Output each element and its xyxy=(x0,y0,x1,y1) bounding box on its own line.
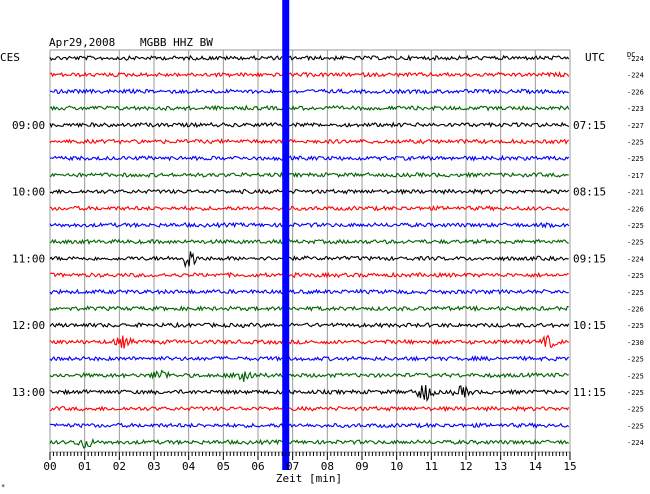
dc-offset-label: -226 xyxy=(627,306,644,314)
x-tick-label: 03 xyxy=(147,460,160,473)
trace-row-3 xyxy=(49,104,570,112)
dc-offset-label: -225 xyxy=(627,139,644,147)
dc-offset-label: -224 xyxy=(627,55,644,63)
x-tick-label: 06 xyxy=(251,460,264,473)
left-time-labels: 09:00 10:00 11:00 12:00 13:00 xyxy=(12,119,45,399)
trace-row-20 xyxy=(50,384,569,403)
x-tick-label: 05 xyxy=(217,460,230,473)
dc-offset-label: -225 xyxy=(627,155,644,163)
dc-offset-label: -224 xyxy=(627,255,644,263)
dc-offset-label: -226 xyxy=(627,88,644,96)
x-tick-label: 04 xyxy=(182,460,196,473)
trace-row-22 xyxy=(49,421,570,429)
trace-row-6 xyxy=(49,154,570,162)
dc-offset-label: -225 xyxy=(627,356,644,364)
header: Apr29,2008 MGBB HHZ BW CES UTC DC xyxy=(0,36,635,64)
left-time-label: 11:00 xyxy=(12,252,45,265)
dc-offset-label: -225 xyxy=(627,422,644,430)
dc-offset-label: -225 xyxy=(627,406,644,414)
x-tick-label: 15 xyxy=(563,460,576,473)
trace-row-12 xyxy=(49,251,569,269)
trace-row-2 xyxy=(50,87,569,95)
station-label: MGBB HHZ BW xyxy=(140,36,213,49)
trace-row-23 xyxy=(49,437,570,449)
left-timezone-label: CES xyxy=(0,51,20,64)
right-time-label: 11:15 xyxy=(573,386,606,399)
x-tick-label: 07 xyxy=(286,460,299,473)
trace-row-5 xyxy=(49,137,570,145)
trace-row-15 xyxy=(49,304,569,313)
dc-offset-label: -225 xyxy=(627,239,644,247)
trace-row-4 xyxy=(49,121,570,129)
x-tick-label: 14 xyxy=(529,460,543,473)
left-time-label: 09:00 xyxy=(12,119,45,132)
dc-offset-label: -224 xyxy=(627,439,644,447)
left-time-label: 13:00 xyxy=(12,386,45,399)
trace-row-14 xyxy=(49,288,569,295)
right-time-label: 08:15 xyxy=(573,186,606,199)
trace-row-21 xyxy=(49,405,570,413)
trace-row-7 xyxy=(49,171,569,179)
trace-row-10 xyxy=(49,221,570,229)
x-tick-label: 12 xyxy=(459,460,472,473)
trace-group xyxy=(49,54,570,449)
trace-row-17 xyxy=(49,334,570,349)
x-tick-label: 11 xyxy=(425,460,438,473)
x-tick-label: 09 xyxy=(355,460,368,473)
trace-row-9 xyxy=(49,204,570,212)
trace-row-16 xyxy=(49,321,570,329)
right-time-label: 10:15 xyxy=(573,319,606,332)
right-time-label: 07:15 xyxy=(573,119,606,132)
right-timezone-label: UTC xyxy=(585,51,605,64)
trace-row-8 xyxy=(49,188,570,196)
plot-frame xyxy=(49,49,571,453)
dc-label: DC xyxy=(627,51,635,59)
marker-group xyxy=(282,0,290,470)
trace-row-1 xyxy=(49,71,570,78)
marker-line xyxy=(282,0,290,470)
right-time-labels: 07:15 08:15 09:15 10:15 11:15 xyxy=(573,119,606,399)
x-tick-label: 10 xyxy=(390,460,403,473)
dc-offset-label: -225 xyxy=(627,289,644,297)
footnote-mark: * xyxy=(1,483,5,491)
trace-row-0 xyxy=(49,54,570,62)
grid xyxy=(49,49,571,453)
x-axis-label: Zeit [min] xyxy=(276,472,342,485)
dc-offset-label: -226 xyxy=(627,205,644,213)
dc-offset-label: -227 xyxy=(627,122,644,130)
x-tick-label: 08 xyxy=(321,460,334,473)
date-label: Apr29,2008 xyxy=(49,36,115,49)
dc-offset-label: -217 xyxy=(627,172,644,180)
left-time-label: 12:00 xyxy=(12,319,45,332)
x-tick-label: 00 xyxy=(43,460,56,473)
dc-offset-label: -225 xyxy=(627,222,644,230)
dc-offset-label: -225 xyxy=(627,322,644,330)
x-axis: 00 01 02 03 04 05 06 07 08 09 10 11 12 13 14 15 xyxy=(43,452,577,473)
trace-row-11 xyxy=(49,238,569,245)
x-tick-label: 02 xyxy=(113,460,126,473)
dc-offset-label: -223 xyxy=(627,105,644,113)
dc-offset-label: -225 xyxy=(627,389,644,397)
x-tick-label: 01 xyxy=(78,460,91,473)
trace-row-13 xyxy=(49,271,569,279)
left-time-label: 10:00 xyxy=(12,186,45,199)
trace-row-18 xyxy=(49,354,570,362)
dc-offset-label: -224 xyxy=(627,72,644,80)
dc-offset-labels: -224 -224 -226 -223 -227 -225 -225 -217 -221 -226… xyxy=(627,55,644,447)
x-tick-label: 13 xyxy=(494,460,507,473)
trace-row-19 xyxy=(49,369,569,382)
right-time-label: 09:15 xyxy=(573,252,606,265)
dc-offset-label: -221 xyxy=(627,189,644,197)
dc-offset-label: -225 xyxy=(627,272,644,280)
dc-offset-label: -225 xyxy=(627,372,644,380)
dc-offset-label: -230 xyxy=(627,339,644,347)
